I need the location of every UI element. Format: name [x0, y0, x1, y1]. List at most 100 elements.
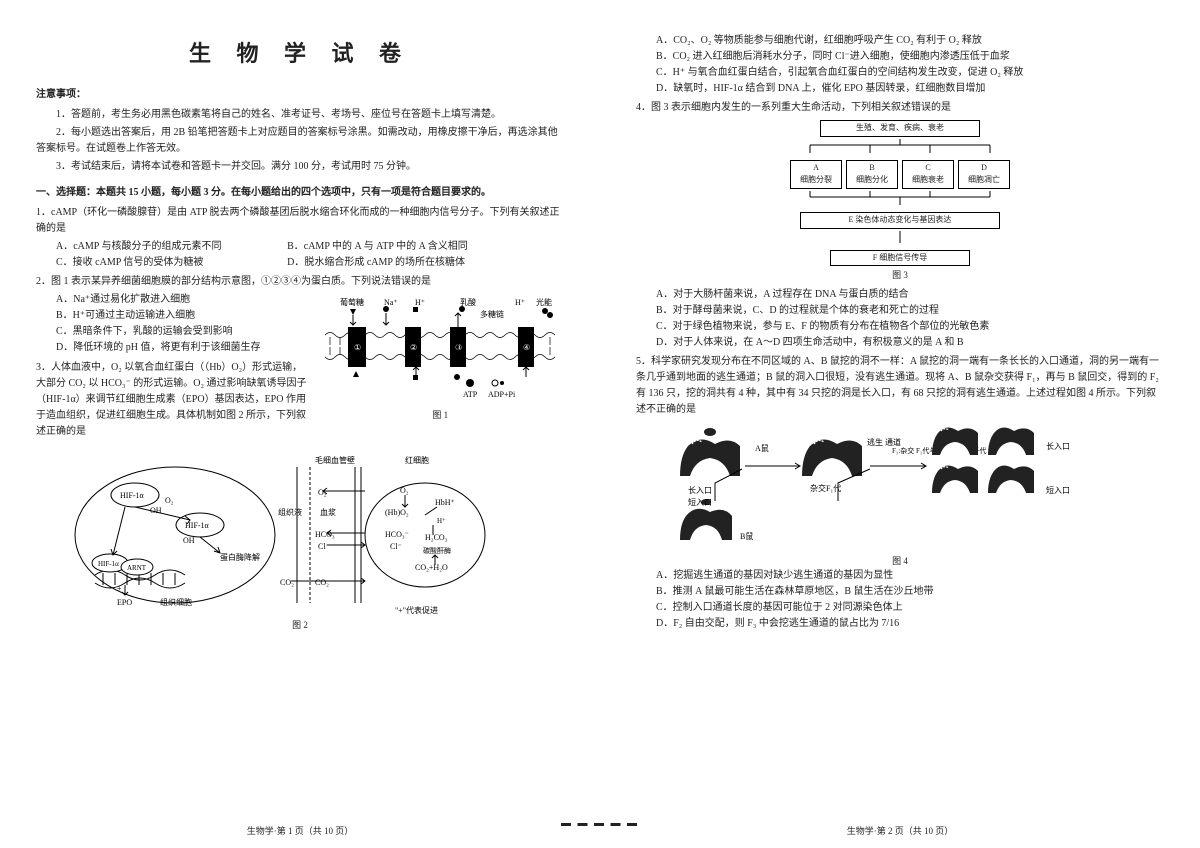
flow-b: B 细胞分化: [846, 160, 898, 190]
question-4: 4．图 3 表示细胞内发生的一系列重大生命活动，下列相关叙述错误的是 生殖、发育…: [636, 100, 1164, 351]
flow-top: 生殖、发育、疾病、衰老: [820, 120, 980, 137]
svg-text:组织液: 组织液: [278, 507, 302, 517]
q1-opt-c: C．接收 cAMP 信号的受体为糖被: [56, 255, 285, 271]
q5-stem: 5．科学家研究发现分布在不同区域的 A、B 鼠挖的洞不一样：A 鼠挖的洞一端有一…: [636, 354, 1164, 418]
svg-text:血浆: 血浆: [320, 507, 336, 517]
svg-text:短入口: 短入口: [1046, 485, 1070, 495]
svg-text:HCO₃⁻: HCO₃⁻: [385, 530, 409, 539]
q5-opt-a: A．挖掘逃生通道的基因对缺少逃生通道的基因为显性: [656, 568, 1164, 584]
page-2-footer: 生物学·第 2 页（共 10 页）: [600, 824, 1200, 838]
fig1-atp-label: ATP: [463, 390, 478, 399]
svg-text:HbH⁺: HbH⁺: [435, 498, 455, 507]
figure-1: 葡萄糖 Na⁺ H⁺ 乳酸 多糖链 H⁺ 光能: [320, 295, 560, 405]
svg-text:H⁺: H⁺: [437, 517, 446, 525]
q1-opt-b: B．cAMP 中的 A 与 ATP 中的 A 含义相同: [287, 239, 516, 255]
section-1-heading: 一、选择题：本题共 15 小题，每小题 3 分。在每小题给出的四个选项中，只有一…: [36, 185, 564, 201]
q1-opt-d: D．脱水缩合形成 cAMP 的场所在核糖体: [287, 255, 516, 271]
svg-text:O₂: O₂: [400, 486, 409, 495]
svg-text:"+"代表促进: "+"代表促进: [395, 605, 438, 615]
exam-paper: 生 物 学 试 卷 注意事项： 1．答题前，考生务必用黑色碳素笔将自己的姓名、准…: [0, 0, 1200, 848]
svg-text:③: ③: [455, 343, 462, 352]
svg-text:组织细胞: 组织细胞: [160, 597, 192, 607]
fig1-glucose-label: 葡萄糖: [340, 297, 364, 307]
svg-text:A鼠: A鼠: [755, 444, 769, 453]
figure-4: A鼠 长入口 逃生 通道 杂交F₁代 F₁:杂交 F₁代与B 鼠回交的 子代: [670, 421, 1130, 551]
q1-stem: 1．cAMP（环化一磷酸腺苷）是由 ATP 脱去两个磷酸基团后脱水缩合环化而成的…: [36, 205, 564, 237]
figure-2: HIF-1α HIF-1α OH OH HIF-1α ARNT + EPO 组织…: [65, 445, 535, 615]
flow-e: E 染色体动态变化与基因表达: [800, 212, 1000, 229]
svg-text:O₂: O₂: [165, 496, 174, 505]
question-3-options: A．CO₂、O₂ 等物质能参与细胞代谢，红细胞呼吸产生 CO₂ 有利于 O₂ 释…: [636, 33, 1164, 97]
flow-c: C 细胞衰老: [902, 160, 954, 190]
svg-text:+: +: [117, 584, 122, 593]
q2-opt-c: C．黑暗条件下，乳酸的运输会受到影响: [56, 324, 311, 340]
figure-2-caption: 图 2: [36, 618, 564, 632]
q3-opt-c: C．H⁺ 与氧合血红蛋白结合，引起氧合血红蛋白的空间结构发生改变，促进 O₂ 释…: [656, 65, 1164, 81]
flow-d: D 细胞凋亡: [958, 160, 1010, 190]
q3-opt-a: A．CO₂、O₂ 等物质能参与细胞代谢，红细胞呼吸产生 CO₂ 有利于 O₂ 释…: [656, 33, 1164, 49]
q4-opt-b: B．对于酵母菌来说，C、D 的过程就是个体的衰老和死亡的过程: [656, 303, 1164, 319]
svg-text:CO₂: CO₂: [315, 578, 329, 587]
q2-opt-a: A．Na⁺通过易化扩散进入细胞: [56, 292, 311, 308]
paper-title: 生 物 学 试 卷: [36, 36, 564, 71]
q2-stem: 2．图 1 表示某异养细菌细胞膜的部分结构示意图，①②③④为蛋白质。下列说法错误…: [36, 274, 564, 290]
svg-text:④: ④: [523, 343, 530, 352]
svg-text:ARNT: ARNT: [127, 564, 147, 572]
svg-text:HCO₃⁻: HCO₃⁻: [315, 530, 339, 539]
fig1-light-label: 光能: [536, 297, 552, 307]
fig1-na-label: Na⁺: [384, 298, 398, 307]
flow-a: A 细胞分裂: [790, 160, 842, 190]
q1-opt-a: A．cAMP 与核酸分子的组成元素不同: [56, 239, 285, 255]
svg-text:②: ②: [410, 343, 417, 352]
question-1: 1．cAMP（环化一磷酸腺苷）是由 ATP 脱去两个磷酸基团后脱水缩合环化而成的…: [36, 205, 564, 271]
figure-3: 生殖、发育、疾病、衰老 A 细胞分裂 B 细胞分化 C 细胞衰老 D 细胞凋亡 …: [760, 120, 1040, 283]
svg-text:HIF-1α: HIF-1α: [98, 560, 119, 568]
q3-opt-d: D．缺氧时，HIF-1α 结合到 DNA 上，催化 EPO 基因转录，红细胞数目…: [656, 81, 1164, 97]
question-2: 2．图 1 表示某异养细菌细胞膜的部分结构示意图，①②③④为蛋白质。下列说法错误…: [36, 274, 564, 442]
svg-text:短入口: 短入口: [688, 497, 712, 507]
question-5: 5．科学家研究发现分布在不同区域的 A、B 鼠挖的洞不一样：A 鼠挖的洞一端有一…: [636, 354, 1164, 632]
instruction-1: 1．答题前，考生务必用黑色碳素笔将自己的姓名、准考证号、考场号、座位号在答题卡上…: [36, 107, 564, 123]
q4-opt-a: A．对于大肠杆菌来说，A 过程存在 DNA 与蛋白质的结合: [656, 287, 1164, 303]
svg-text:碳酸酐酶: 碳酸酐酶: [423, 546, 451, 555]
q4-stem: 4．图 3 表示细胞内发生的一系列重大生命活动，下列相关叙述错误的是: [636, 100, 1164, 116]
svg-text:OH: OH: [183, 536, 195, 545]
figure-4-caption: 图 4: [636, 554, 1164, 568]
figure-3-caption: 图 3: [760, 268, 1040, 282]
svg-text:逃生 通道: 逃生 通道: [867, 437, 901, 447]
q5-opt-b: B．推测 A 鼠最可能生活在森林草原地区，B 鼠生活在沙丘地带: [656, 584, 1164, 600]
q2-opt-d: D．降低环境的 pH 值，将更有利于该细菌生存: [56, 340, 311, 356]
instructions-heading: 注意事项：: [36, 87, 564, 103]
svg-text:CO₂: CO₂: [280, 578, 294, 587]
page-2: A．CO₂、O₂ 等物质能参与细胞代谢，红细胞呼吸产生 CO₂ 有利于 O₂ 释…: [600, 0, 1200, 848]
svg-text:Cl⁻: Cl⁻: [390, 542, 402, 551]
flow-f: F 细胞信号传导: [830, 250, 970, 267]
figure-1-caption: 图 1: [317, 408, 564, 422]
instruction-2: 2．每小题选出答案后，用 2B 铅笔把答题卡上对应题目的答案标号涂黑。如需改动，…: [36, 125, 564, 157]
fig1-poly-label: 多糖链: [480, 309, 504, 319]
q4-opt-d: D．对于人体来说，在 A～D 四项生命活动中，有积极意义的是 A 和 B: [656, 335, 1164, 351]
q5-opt-d: D．F₂ 自由交配，则 F₃ 中会挖逃生通道的鼠占比为 7/16: [656, 616, 1164, 632]
svg-text:蛋白酶降解: 蛋白酶降解: [220, 552, 260, 562]
q3-opt-b: B．CO₂ 进入红细胞后消耗水分子，同时 Cl⁻进入细胞，使细胞内渗透压低于血浆: [656, 49, 1164, 65]
q2-opt-b: B．H⁺可通过主动运输进入细胞: [56, 308, 311, 324]
svg-text:HIF-1α: HIF-1α: [120, 491, 145, 500]
svg-text:EPO: EPO: [117, 598, 132, 607]
svg-text:(Hb)O₂: (Hb)O₂: [385, 508, 409, 517]
svg-text:长入口: 长入口: [1046, 441, 1070, 451]
q4-opt-c: C．对于绿色植物来说，参与 E、F 的物质有分布在植物各个部位的光敏色素: [656, 319, 1164, 335]
svg-text:红细胞: 红细胞: [405, 455, 429, 465]
svg-text:Cl⁻: Cl⁻: [318, 542, 330, 551]
page-1-footer: 生物学·第 1 页（共 10 页）: [0, 824, 600, 838]
center-dashes: ▬ ▬ ▬ ▬ ▬: [561, 816, 639, 832]
svg-text:毛细血管壁: 毛细血管壁: [315, 455, 355, 465]
fig1-h-label: H⁺: [415, 298, 425, 307]
fig1-adp-label: ADP+Pi: [488, 390, 516, 399]
instruction-3: 3．考试结束后，请将本试卷和答题卡一并交回。满分 100 分，考试用时 75 分…: [36, 159, 564, 175]
svg-text:杂交F₁代: 杂交F₁代: [810, 483, 841, 493]
svg-text:H₂CO₃: H₂CO₃: [425, 533, 448, 542]
page-1: 生 物 学 试 卷 注意事项： 1．答题前，考生务必用黑色碳素笔将自己的姓名、准…: [0, 0, 600, 848]
q3-stem: 3．人体血液中，O₂ 以氧合血红蛋白（（Hb）O₂）形式运输，大部分 CO₂ 以…: [36, 360, 311, 440]
svg-text:CO₂+H₂O: CO₂+H₂O: [415, 563, 448, 572]
q5-opt-c: C．控制入口通道长度的基因可能位于 2 对同源染色体上: [656, 600, 1164, 616]
